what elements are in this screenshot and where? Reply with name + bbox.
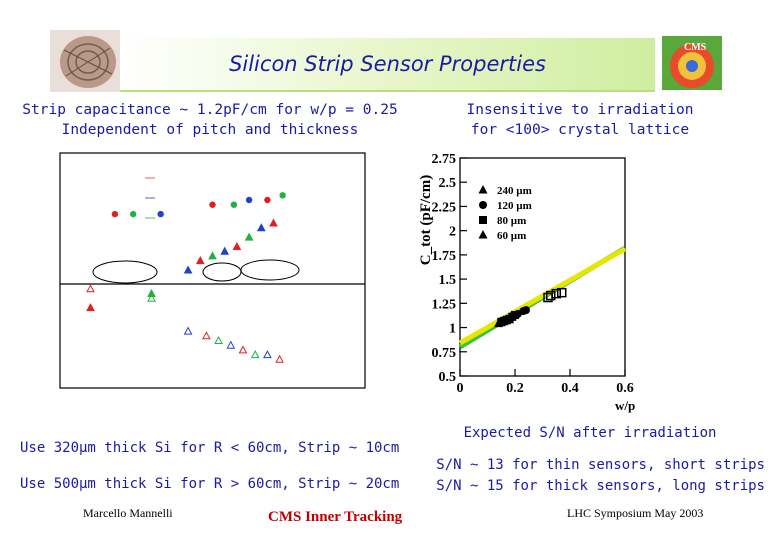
left-plot-point (238, 345, 248, 354)
left-plot-highlight-2 (202, 262, 242, 282)
right-plot-x-tick-label: 0 (457, 381, 464, 396)
right-plot-y-tick-label: 2.25 (432, 200, 457, 215)
left-plot-point (279, 192, 286, 199)
right-plot-fit-line (458, 246, 627, 346)
left-plot-point (250, 350, 260, 359)
left-header-line-1: Strip capacitance ~ 1.2pF/cm for w/p = 0… (22, 102, 398, 118)
left-plot-point (209, 201, 216, 208)
legend-entry: 120 µm (497, 200, 532, 212)
slide-title: Silicon Strip Sensor Properties (229, 52, 546, 76)
right-plot-y-tick-label: 0.75 (432, 346, 457, 361)
right-plot-point (546, 290, 556, 301)
right-plot-point (505, 314, 514, 324)
left-plot-point (147, 288, 156, 297)
right-plot-fit-lines (458, 245, 627, 350)
right-plot-ticks: 0.5 0.75 1 1.25 1.5 1.75 2 2.25 2.5 2.75 0 0.2 0.4 0.… (432, 152, 634, 396)
left-plot-point (269, 218, 278, 227)
right-plot-point (511, 310, 519, 319)
right-plot-x-tick-label: 0.2 (506, 381, 524, 396)
left-plot-point (86, 284, 95, 293)
left-plot-legend (145, 177, 155, 219)
right-plot-point (551, 288, 561, 299)
sn-note-thin: S/N ~ 13 for thin sensors, short strips (436, 457, 765, 473)
right-plot-point (522, 306, 530, 315)
left-plot-point (220, 246, 230, 255)
footer-author: Marcello Mannelli (83, 506, 173, 520)
legend-entry: 240 µm (497, 185, 532, 197)
legend-marker (478, 230, 488, 239)
left-plot-point (130, 210, 137, 218)
legend-entry: 60 µm (497, 230, 526, 242)
left-capacitance-plot (55, 148, 390, 418)
right-plot-y-tick-label: 1.5 (439, 273, 457, 288)
left-plot-point (147, 293, 156, 302)
left-plot-point (202, 331, 211, 340)
left-plot-point (275, 354, 284, 363)
right-header: Insensitive to irradiation for <100> cry… (425, 100, 735, 140)
right-plot-points (494, 287, 567, 328)
left-plot-point (244, 232, 254, 241)
left-plot-point (183, 326, 193, 335)
left-plot-point (232, 241, 242, 250)
right-plot-y-tick-label: 2.5 (439, 176, 457, 191)
right-plot-y-tick-label: 2 (449, 225, 456, 240)
right-plot-y-label: C_tot (pF/cm) (418, 175, 434, 265)
cms-logo: CMS (662, 36, 722, 90)
left-plot-point (226, 340, 236, 349)
left-plot-point (208, 251, 217, 260)
expected-sn-caption: Expected S/N after irradiation (463, 425, 717, 441)
right-header-line-1: Insensitive to irradiation (466, 102, 694, 118)
bullet-thin-sensors: Use 320µm thick Si for R < 60cm, Strip ~… (20, 440, 400, 456)
right-plot-y-tick-label: 1.25 (432, 297, 457, 312)
right-ctot-plot: 0.5 0.75 1 1.25 1.5 1.75 2 2.25 2.5 2.75 0 0.2 0.4 0.… (405, 150, 640, 415)
right-plot-point (557, 287, 567, 298)
right-plot-y-tick-label: 1 (449, 322, 456, 337)
right-plot-legend: 240 µm 120 µm 80 µm 60 µm (478, 185, 532, 242)
left-plot-point (245, 196, 253, 204)
legend-marker (479, 216, 487, 224)
cms-logo-label: CMS (684, 42, 707, 53)
legend-entry: 80 µm (497, 215, 526, 227)
left-plot-point (230, 201, 238, 208)
footer-title: CMS Inner Tracking (268, 509, 403, 525)
legend-marker (479, 201, 487, 209)
right-plot-frame (459, 157, 626, 377)
left-plot-point (86, 303, 95, 312)
left-header-line-2: Independent of pitch and thickness (61, 122, 359, 138)
right-plot-y-tick-label: 2.75 (432, 152, 457, 167)
title-bar (120, 38, 655, 92)
right-plot-x-tick-label: 0.4 (561, 381, 579, 396)
left-plot-point (111, 210, 119, 218)
left-plot-point (183, 265, 193, 274)
left-plot-frame (59, 152, 366, 389)
left-plot-highlight-1 (92, 260, 158, 284)
left-plot-point (256, 223, 266, 232)
right-header-line-2: for <100> crystal lattice (470, 122, 690, 138)
left-plot-point (157, 210, 164, 218)
left-plot-point (263, 350, 272, 359)
right-plot-y-tick-label: 0.5 (439, 370, 457, 385)
left-plot-point (214, 335, 223, 344)
bullet-thick-sensors: Use 500µm thick Si for R > 60cm, Strip ~… (20, 476, 400, 492)
sn-note-thick: S/N ~ 15 for thick sensors, long strips (436, 478, 765, 494)
right-plot-x-label: w/p (615, 398, 635, 413)
legend-marker (478, 185, 488, 194)
left-plot-point (264, 196, 271, 204)
wafer-logo (50, 30, 120, 92)
left-plot-marks (86, 192, 286, 363)
right-plot-y-tick-label: 1.75 (432, 249, 457, 264)
footer-event: LHC Symposium May 2003 (567, 506, 704, 520)
left-plot-highlight-3 (240, 259, 300, 281)
left-plot-point (195, 256, 205, 265)
right-plot-x-tick-label: 0.6 (616, 381, 634, 396)
left-header: Strip capacitance ~ 1.2pF/cm for w/p = 0… (20, 100, 400, 140)
